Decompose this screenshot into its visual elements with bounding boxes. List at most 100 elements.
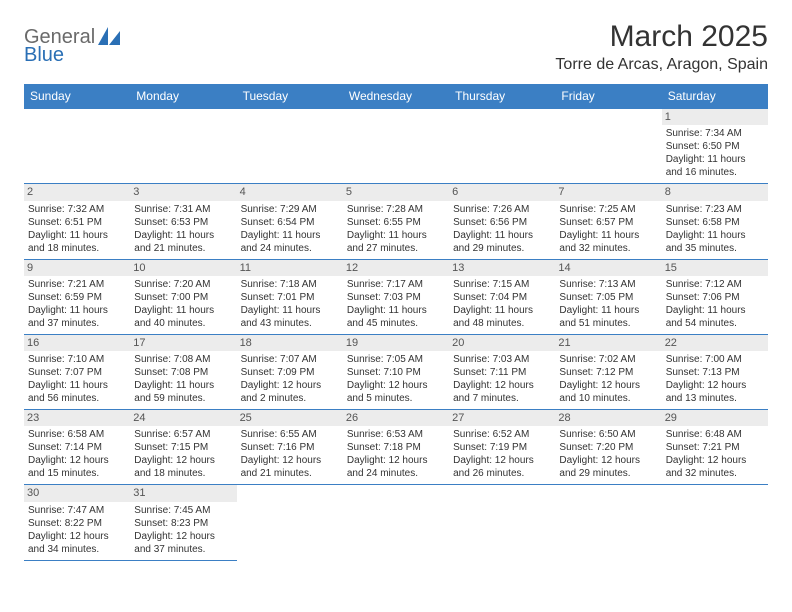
day-number: 27 [449, 410, 555, 426]
cell-text: Sunrise: 7:26 AM [453, 203, 551, 216]
day-number: 17 [130, 335, 236, 351]
cell-text: and 51 minutes. [559, 317, 657, 330]
cell-text: Sunrise: 7:03 AM [453, 353, 551, 366]
cell-text: Sunset: 7:08 PM [134, 366, 232, 379]
day-number: 3 [130, 184, 236, 200]
cell-text: and 7 minutes. [453, 392, 551, 405]
cell-text: Sunset: 7:05 PM [559, 291, 657, 304]
calendar-cell: 3Sunrise: 7:31 AMSunset: 6:53 PMDaylight… [130, 184, 236, 259]
cell-text: Sunrise: 6:52 AM [453, 428, 551, 441]
cell-text: Daylight: 11 hours [559, 229, 657, 242]
day-number: 11 [237, 260, 343, 276]
cell-text: Sunrise: 7:31 AM [134, 203, 232, 216]
weekday-header: Friday [555, 84, 661, 109]
cell-text: Sunrise: 7:21 AM [28, 278, 126, 291]
cell-text: Sunrise: 6:55 AM [241, 428, 339, 441]
title-block: March 2025 Torre de Arcas, Aragon, Spain [555, 20, 768, 74]
cell-text: and 21 minutes. [134, 242, 232, 255]
month-title: March 2025 [555, 20, 768, 54]
cell-text: and 29 minutes. [453, 242, 551, 255]
cell-text: Daylight: 11 hours [453, 229, 551, 242]
cell-text: Sunset: 8:22 PM [28, 517, 126, 530]
day-number: 8 [662, 184, 768, 200]
calendar-row: 1Sunrise: 7:34 AMSunset: 6:50 PMDaylight… [24, 109, 768, 184]
day-number: 9 [24, 260, 130, 276]
cell-text: and 29 minutes. [559, 467, 657, 480]
cell-text: Sunrise: 7:47 AM [28, 504, 126, 517]
calendar-cell: 20Sunrise: 7:03 AMSunset: 7:11 PMDayligh… [449, 334, 555, 409]
cell-text: Sunset: 7:21 PM [666, 441, 764, 454]
cell-text: Sunrise: 7:29 AM [241, 203, 339, 216]
cell-text: and 48 minutes. [453, 317, 551, 330]
cell-text: Sunrise: 6:53 AM [347, 428, 445, 441]
cell-text: Daylight: 11 hours [28, 229, 126, 242]
cell-text: Daylight: 11 hours [666, 229, 764, 242]
cell-text: and 32 minutes. [559, 242, 657, 255]
cell-text: and 56 minutes. [28, 392, 126, 405]
day-number: 18 [237, 335, 343, 351]
calendar-cell: 29Sunrise: 6:48 AMSunset: 7:21 PMDayligh… [662, 410, 768, 485]
cell-text: Sunrise: 7:28 AM [347, 203, 445, 216]
day-number: 22 [662, 335, 768, 351]
cell-text: Sunrise: 7:02 AM [559, 353, 657, 366]
cell-text: Daylight: 11 hours [134, 229, 232, 242]
calendar-cell: 16Sunrise: 7:10 AMSunset: 7:07 PMDayligh… [24, 334, 130, 409]
calendar-cell: 19Sunrise: 7:05 AMSunset: 7:10 PMDayligh… [343, 334, 449, 409]
cell-text: Sunset: 6:55 PM [347, 216, 445, 229]
cell-text: and 37 minutes. [28, 317, 126, 330]
cell-text: Daylight: 12 hours [559, 454, 657, 467]
day-number: 29 [662, 410, 768, 426]
calendar-cell: 24Sunrise: 6:57 AMSunset: 7:15 PMDayligh… [130, 410, 236, 485]
cell-text: Sunset: 7:07 PM [28, 366, 126, 379]
calendar-cell [662, 485, 768, 560]
cell-text: and 21 minutes. [241, 467, 339, 480]
cell-text: Sunset: 7:16 PM [241, 441, 339, 454]
cell-text: Sunset: 8:23 PM [134, 517, 232, 530]
cell-text: Daylight: 12 hours [453, 454, 551, 467]
calendar-page: General March 2025 Torre de Arcas, Arago… [0, 0, 792, 581]
day-number: 16 [24, 335, 130, 351]
cell-text: Sunset: 7:18 PM [347, 441, 445, 454]
cell-text: Daylight: 12 hours [666, 379, 764, 392]
day-number: 5 [343, 184, 449, 200]
cell-text: Sunrise: 7:10 AM [28, 353, 126, 366]
cell-text: Daylight: 12 hours [347, 454, 445, 467]
cell-text: and 54 minutes. [666, 317, 764, 330]
cell-text: Daylight: 12 hours [241, 454, 339, 467]
cell-text: and 5 minutes. [347, 392, 445, 405]
calendar-cell: 11Sunrise: 7:18 AMSunset: 7:01 PMDayligh… [237, 259, 343, 334]
cell-text: Sunrise: 7:18 AM [241, 278, 339, 291]
cell-text: and 34 minutes. [28, 543, 126, 556]
logo-text-blue: Blue [24, 44, 64, 66]
calendar-cell: 1Sunrise: 7:34 AMSunset: 6:50 PMDaylight… [662, 109, 768, 184]
calendar-row: 16 Sunrise: 7:10 AMSunset: 7:07 PM Dayligh… [24, 334, 768, 409]
cell-text: Daylight: 12 hours [666, 454, 764, 467]
day-number: 24 [130, 410, 236, 426]
cell-text: Sunset: 7:13 PM [666, 366, 764, 379]
calendar-row: 2Sunrise: 7:32 AMSunset: 6:51 PMDaylight… [24, 184, 768, 259]
weekday-header: Tuesday [237, 84, 343, 109]
calendar-cell: 15Sunrise: 7:12 AMSunset: 7:06 PMDayligh… [662, 259, 768, 334]
calendar-cell: 4Sunrise: 7:29 AMSunset: 6:54 PMDaylight… [237, 184, 343, 259]
cell-text: Daylight: 11 hours [347, 229, 445, 242]
cell-text: Daylight: 12 hours [347, 379, 445, 392]
calendar-cell: 2Sunrise: 7:32 AMSunset: 6:51 PMDaylight… [24, 184, 130, 259]
weekday-header: Wednesday [343, 84, 449, 109]
day-number: 7 [555, 184, 661, 200]
cell-text: Daylight: 11 hours [241, 304, 339, 317]
cell-text: Sunrise: 6:58 AM [28, 428, 126, 441]
cell-text: Daylight: 12 hours [28, 454, 126, 467]
cell-text: Sunset: 6:59 PM [28, 291, 126, 304]
weekday-header: Saturday [662, 84, 768, 109]
cell-text: Daylight: 11 hours [453, 304, 551, 317]
calendar-cell: 5 Sunrise: 7:28 AMSunset: 6:55 PMDaylight… [343, 184, 449, 259]
cell-text: and 45 minutes. [347, 317, 445, 330]
weekday-header: Monday [130, 84, 236, 109]
calendar-cell [449, 485, 555, 560]
day-number: 2 [24, 184, 130, 200]
calendar-cell [343, 485, 449, 560]
cell-text: Sunrise: 7:12 AM [666, 278, 764, 291]
cell-text: Sunset: 7:04 PM [453, 291, 551, 304]
day-number: 14 [555, 260, 661, 276]
cell-text: and 24 minutes. [241, 242, 339, 255]
